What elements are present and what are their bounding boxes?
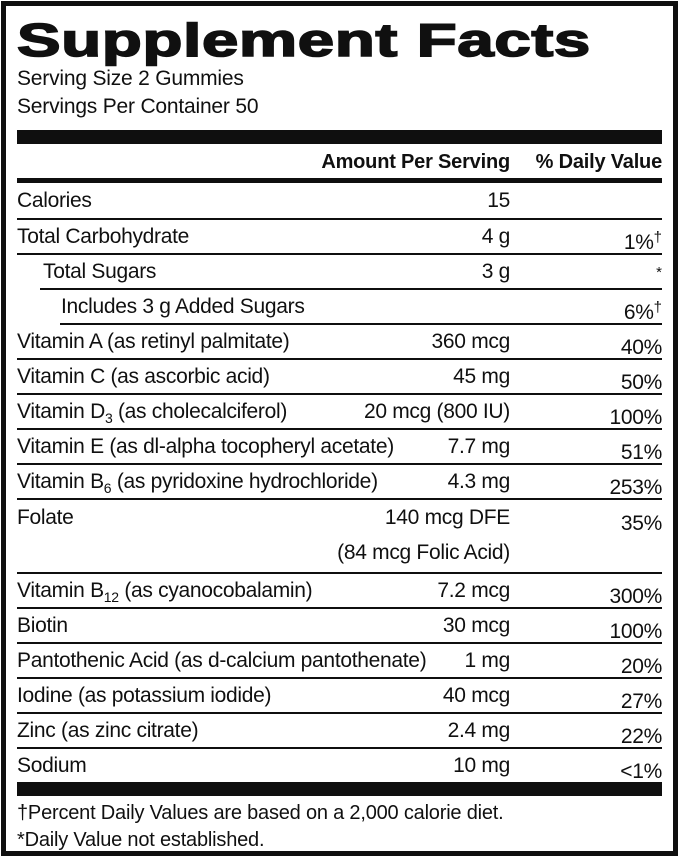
nutrient-amount: 30 mcg [442, 614, 510, 637]
nutrient-name: Total Carbohydrate [17, 225, 190, 248]
table-row: Zinc (as zinc citrate) 2.4 mg 22% [17, 712, 662, 748]
footnote-daily-values: †Percent Daily Values are based on a 2,0… [17, 802, 504, 824]
row-divider [17, 572, 662, 574]
table-row: Vitamin C (as ascorbic acid) 45 mg 50% [17, 358, 662, 394]
nutrient-amount: 15 [487, 189, 510, 212]
panel-header: Supplement Facts Serving Size 2 Gummies … [16, 6, 662, 130]
servings-per-container: Servings Per Container 50 [17, 95, 259, 118]
table-row: Vitamin B12 (as cyanocobalamin) 7.2 mcg … [17, 572, 662, 608]
nutrient-daily-value: 22% [620, 725, 662, 748]
nutrient-amount: 4.3 mg [447, 470, 511, 493]
nutrient-name: Vitamin D3 (as cholecalciferol) [17, 400, 288, 427]
nutrient-name: Vitamin B12 (as cyanocobalamin) [17, 579, 313, 606]
row-divider [17, 463, 662, 465]
nutrient-amount: 1 mg [464, 649, 511, 672]
nutrient-amount: 140 mcg DFE (84 mcg Folic Acid) [337, 506, 510, 564]
table-row: Folate 140 mcg DFE (84 mcg Folic Acid) 3… [17, 498, 662, 572]
table-row: Includes 3 g Added Sugars 6%† [17, 288, 662, 324]
row-divider [17, 218, 662, 220]
nutrient-name: Vitamin C (as ascorbic acid) [17, 365, 270, 388]
nutrient-daily-value: 6%† [623, 299, 662, 324]
footnotes: †Percent Daily Values are based on a 2,0… [17, 796, 662, 851]
nutrient-daily-value: 51% [620, 441, 662, 464]
column-header-daily-value: % Daily Value [535, 151, 663, 173]
row-divider [60, 323, 662, 325]
column-header-amount: Amount Per Serving [321, 151, 510, 173]
nutrient-daily-value: 40% [620, 336, 662, 359]
divider-bar-medium [17, 178, 662, 183]
row-divider [17, 642, 662, 644]
row-divider [17, 747, 662, 749]
divider-bar-thick-bottom [17, 782, 662, 796]
nutrient-daily-value: 300% [609, 585, 662, 608]
nutrient-name: Vitamin B6 (as pyridoxine hydrochloride) [17, 470, 378, 497]
nutrient-daily-value: 1%† [623, 229, 662, 254]
nutrient-daily-value: 100% [609, 620, 662, 643]
serving-size: Serving Size 2 Gummies [17, 67, 244, 90]
table-row: Biotin 30 mcg 100% [17, 607, 662, 643]
nutrient-daily-value: 253% [609, 476, 662, 499]
page-title: Supplement Facts [16, 14, 592, 66]
nutrient-daily-value: 27% [620, 690, 662, 713]
nutrient-amount: 20 mcg (800 IU) [363, 400, 510, 423]
table-row: Calories 15 [17, 183, 662, 218]
nutrient-amount: 40 mcg [442, 684, 510, 707]
nutrient-name: Zinc (as zinc citrate) [17, 719, 199, 742]
nutrient-daily-value: <1% [620, 760, 662, 783]
footnote-not-established: *Daily Value not established. [17, 829, 265, 851]
row-divider [40, 288, 662, 290]
row-divider [17, 712, 662, 714]
row-divider [17, 253, 662, 255]
divider-bar-thick-top [17, 130, 662, 144]
nutrient-name: Pantothenic Acid (as d-calcium pantothen… [17, 649, 427, 672]
nutrient-amount: 2.4 mg [447, 719, 511, 742]
nutrient-daily-value: 50% [620, 371, 662, 394]
row-divider [17, 677, 662, 679]
table-row: Vitamin E (as dl-alpha tocopheryl acetat… [17, 428, 662, 464]
nutrient-daily-value: 35% [620, 512, 662, 535]
row-divider [17, 358, 662, 360]
nutrient-amount: 7.7 mg [447, 435, 511, 458]
table-row: Iodine (as potassium iodide) 40 mcg 27% [17, 677, 662, 713]
nutrient-name: Sodium [17, 754, 87, 777]
row-divider [17, 428, 662, 430]
nutrient-name: Includes 3 g Added Sugars [61, 295, 305, 318]
nutrient-name: Vitamin E (as dl-alpha tocopheryl acetat… [17, 435, 394, 458]
nutrient-amount: 45 mg [453, 365, 510, 388]
table-row: Vitamin D3 (as cholecalciferol) 20 mcg (… [17, 393, 662, 429]
nutrient-amount: 10 mg [453, 754, 510, 777]
nutrient-amount: 7.2 mcg [437, 579, 510, 602]
table-row: Total Carbohydrate 4 g 1%† [17, 218, 662, 254]
table-row: Vitamin B6 (as pyridoxine hydrochloride)… [17, 463, 662, 499]
table-row: Total Sugars 3 g * [17, 253, 662, 288]
table-row: Pantothenic Acid (as d-calcium pantothen… [17, 642, 662, 678]
nutrient-daily-value: * [656, 264, 662, 281]
nutrient-name: Folate [17, 506, 74, 529]
table-row: Sodium 10 mg <1% [17, 747, 662, 783]
nutrient-amount: 360 mcg [431, 330, 511, 353]
nutrient-name: Iodine (as potassium iodide) [17, 684, 272, 707]
nutrient-name: Vitamin A (as retinyl palmitate) [17, 330, 290, 353]
nutrient-amount: 3 g [481, 260, 511, 283]
row-divider [17, 393, 662, 395]
nutrient-name: Biotin [17, 614, 68, 637]
nutrient-table: Calories 15 Total Carbohydrate 4 g 1%† T… [17, 183, 662, 783]
nutrient-name: Total Sugars [43, 260, 157, 283]
nutrient-daily-value: 100% [609, 406, 662, 429]
nutrient-name: Calories [17, 189, 92, 212]
nutrient-daily-value: 20% [620, 655, 662, 678]
table-row: Vitamin A (as retinyl palmitate) 360 mcg… [17, 323, 662, 359]
row-divider [17, 498, 662, 500]
nutrient-amount: 4 g [481, 225, 511, 248]
column-header-row: Amount Per Serving % Daily Value [17, 144, 662, 178]
row-divider [17, 607, 662, 609]
